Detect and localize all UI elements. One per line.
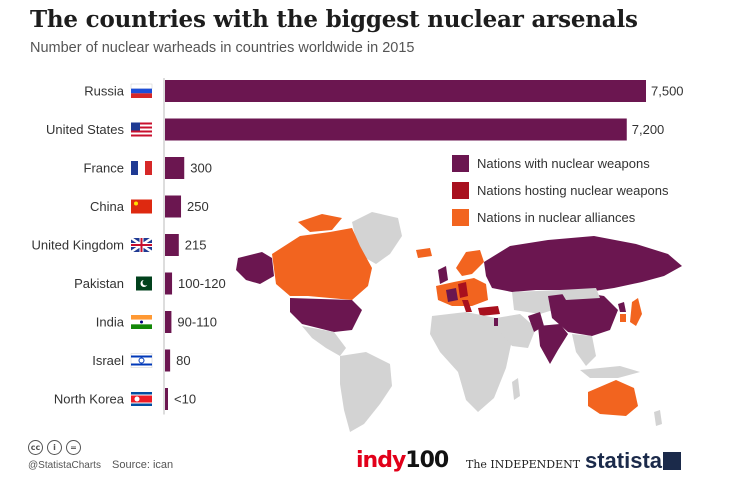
map-turkey (478, 306, 500, 316)
map-alaska (236, 252, 274, 284)
attribution-icon: i (47, 440, 62, 455)
country-flag-icon (130, 83, 153, 98)
map-iceland (416, 248, 432, 258)
data-label: 215 (185, 238, 207, 253)
map-new-zealand (654, 410, 662, 426)
map-china (548, 292, 618, 336)
legend-item-alliance: Nations in nuclear alliances (452, 209, 669, 226)
data-label: 7,200 (632, 122, 665, 137)
indy100-logo-number: 100 (405, 448, 449, 473)
category-label: Pakistan (74, 276, 124, 291)
statista-logo: statista (585, 448, 663, 473)
bar (165, 349, 171, 372)
legend-swatch-nuclear (452, 155, 469, 172)
data-label: 300 (190, 161, 212, 176)
bar (165, 388, 168, 410)
country-flag-icon (131, 315, 152, 329)
map-canada-islands (298, 214, 342, 232)
map-africa (430, 312, 512, 412)
legend-item-nuclear: Nations with nuclear weapons (452, 155, 669, 172)
map-russia (484, 236, 682, 292)
data-label: 7,500 (651, 84, 684, 99)
map-hosting-europe (458, 282, 468, 298)
country-flag-icon (131, 161, 152, 175)
bar (165, 157, 185, 179)
country-flag-icon (130, 236, 153, 254)
map-japan (630, 298, 642, 326)
map-north-korea (618, 302, 626, 312)
bar (165, 118, 627, 141)
map-canada (272, 228, 372, 300)
category-label: France (84, 161, 124, 176)
category-label: India (96, 315, 125, 330)
bar (165, 234, 179, 256)
country-flag-icon (131, 122, 152, 137)
chart-title: The countries with the biggest nuclear a… (30, 6, 638, 33)
map-madagascar (512, 378, 520, 400)
map-south-america (340, 352, 392, 432)
indy100-logo: indy100 (356, 448, 449, 473)
bar-chart-and-map: Russia 7,500 United States 7,200 France 300 Ch… (32, 78, 684, 432)
statista-handle: @StatistaCharts (28, 460, 101, 471)
map-se-asia (572, 334, 596, 366)
map-greenland (352, 212, 402, 264)
world-map (236, 212, 682, 432)
map-usa (290, 298, 362, 332)
bar (165, 272, 173, 295)
map-india (538, 324, 568, 364)
country-flag-icon (131, 276, 152, 291)
license-icons: cc i = (28, 440, 85, 455)
legend-label-hosting: Nations hosting nuclear weapons (477, 183, 669, 198)
indy100-logo-word: indy (356, 448, 406, 473)
no-derivatives-icon: = (66, 440, 81, 455)
map-middle-east (496, 314, 536, 348)
map-france (446, 288, 458, 302)
map-mexico (302, 326, 346, 356)
data-label: 90-110 (177, 315, 217, 330)
map-israel (494, 318, 498, 326)
map-south-korea (620, 314, 626, 322)
data-label: 100-120 (178, 276, 226, 291)
bar (165, 311, 172, 333)
statista-logo-icon (663, 452, 681, 470)
country-flag-icon (131, 392, 152, 406)
bar (165, 195, 182, 218)
footer: cc i = @StatistaCharts Source: ican indy… (0, 440, 750, 490)
category-label: China (90, 199, 125, 214)
country-flag-icon (131, 199, 152, 214)
data-label: 80 (176, 353, 190, 368)
bar (165, 80, 646, 102)
legend-label-nuclear: Nations with nuclear weapons (477, 156, 650, 171)
category-label: Russia (84, 84, 125, 99)
legend-label-alliance: Nations in nuclear alliances (477, 210, 636, 225)
category-label: United States (46, 122, 125, 137)
legend-item-hosting: Nations hosting nuclear weapons (452, 182, 669, 199)
map-hosting-italy (462, 300, 472, 312)
map-indonesia (580, 366, 640, 378)
map-mongolia (560, 288, 600, 300)
country-flag-icon (130, 353, 153, 368)
category-label: United Kingdom (32, 238, 125, 253)
bars-group: Russia 7,500 United States 7,200 France 300 Ch… (32, 78, 684, 415)
cc-icon: cc (28, 440, 43, 455)
map-scandinavia (456, 250, 484, 276)
source-note: Source: ican (112, 459, 174, 471)
independent-logo: The INDEPENDENT (466, 458, 581, 471)
data-label: 250 (187, 199, 209, 214)
data-label: <10 (174, 392, 196, 407)
category-label: Israel (92, 353, 124, 368)
map-australia (588, 380, 638, 416)
map-uk (438, 266, 448, 284)
legend-swatch-alliance (452, 209, 469, 226)
chart-subtitle: Number of nuclear warheads in countries … (30, 40, 415, 56)
legend-swatch-hosting (452, 182, 469, 199)
category-label: North Korea (54, 392, 125, 407)
legend: Nations with nuclear weapons Nations hos… (452, 155, 669, 236)
